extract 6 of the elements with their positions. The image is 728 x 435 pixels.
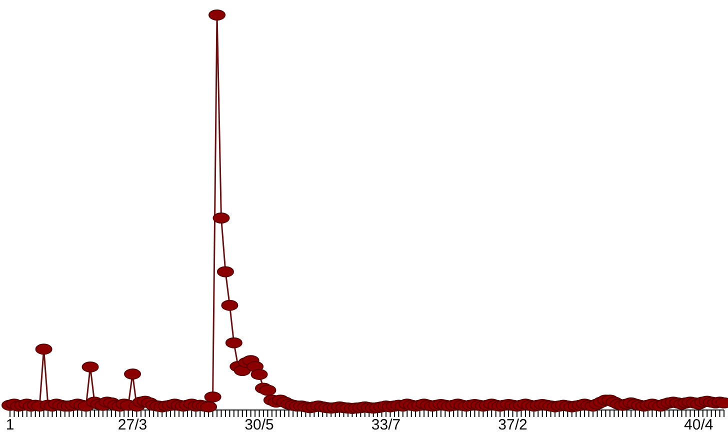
x-tick-label: 30/5 bbox=[244, 416, 274, 434]
x-tick-label: 1 bbox=[6, 416, 14, 434]
x-tick-label: 40/4 bbox=[684, 416, 714, 434]
x-tick-label: 37/2 bbox=[498, 416, 528, 434]
x-tick-label: 33/7 bbox=[371, 416, 401, 434]
x-tick-label: 27/3 bbox=[118, 416, 148, 434]
